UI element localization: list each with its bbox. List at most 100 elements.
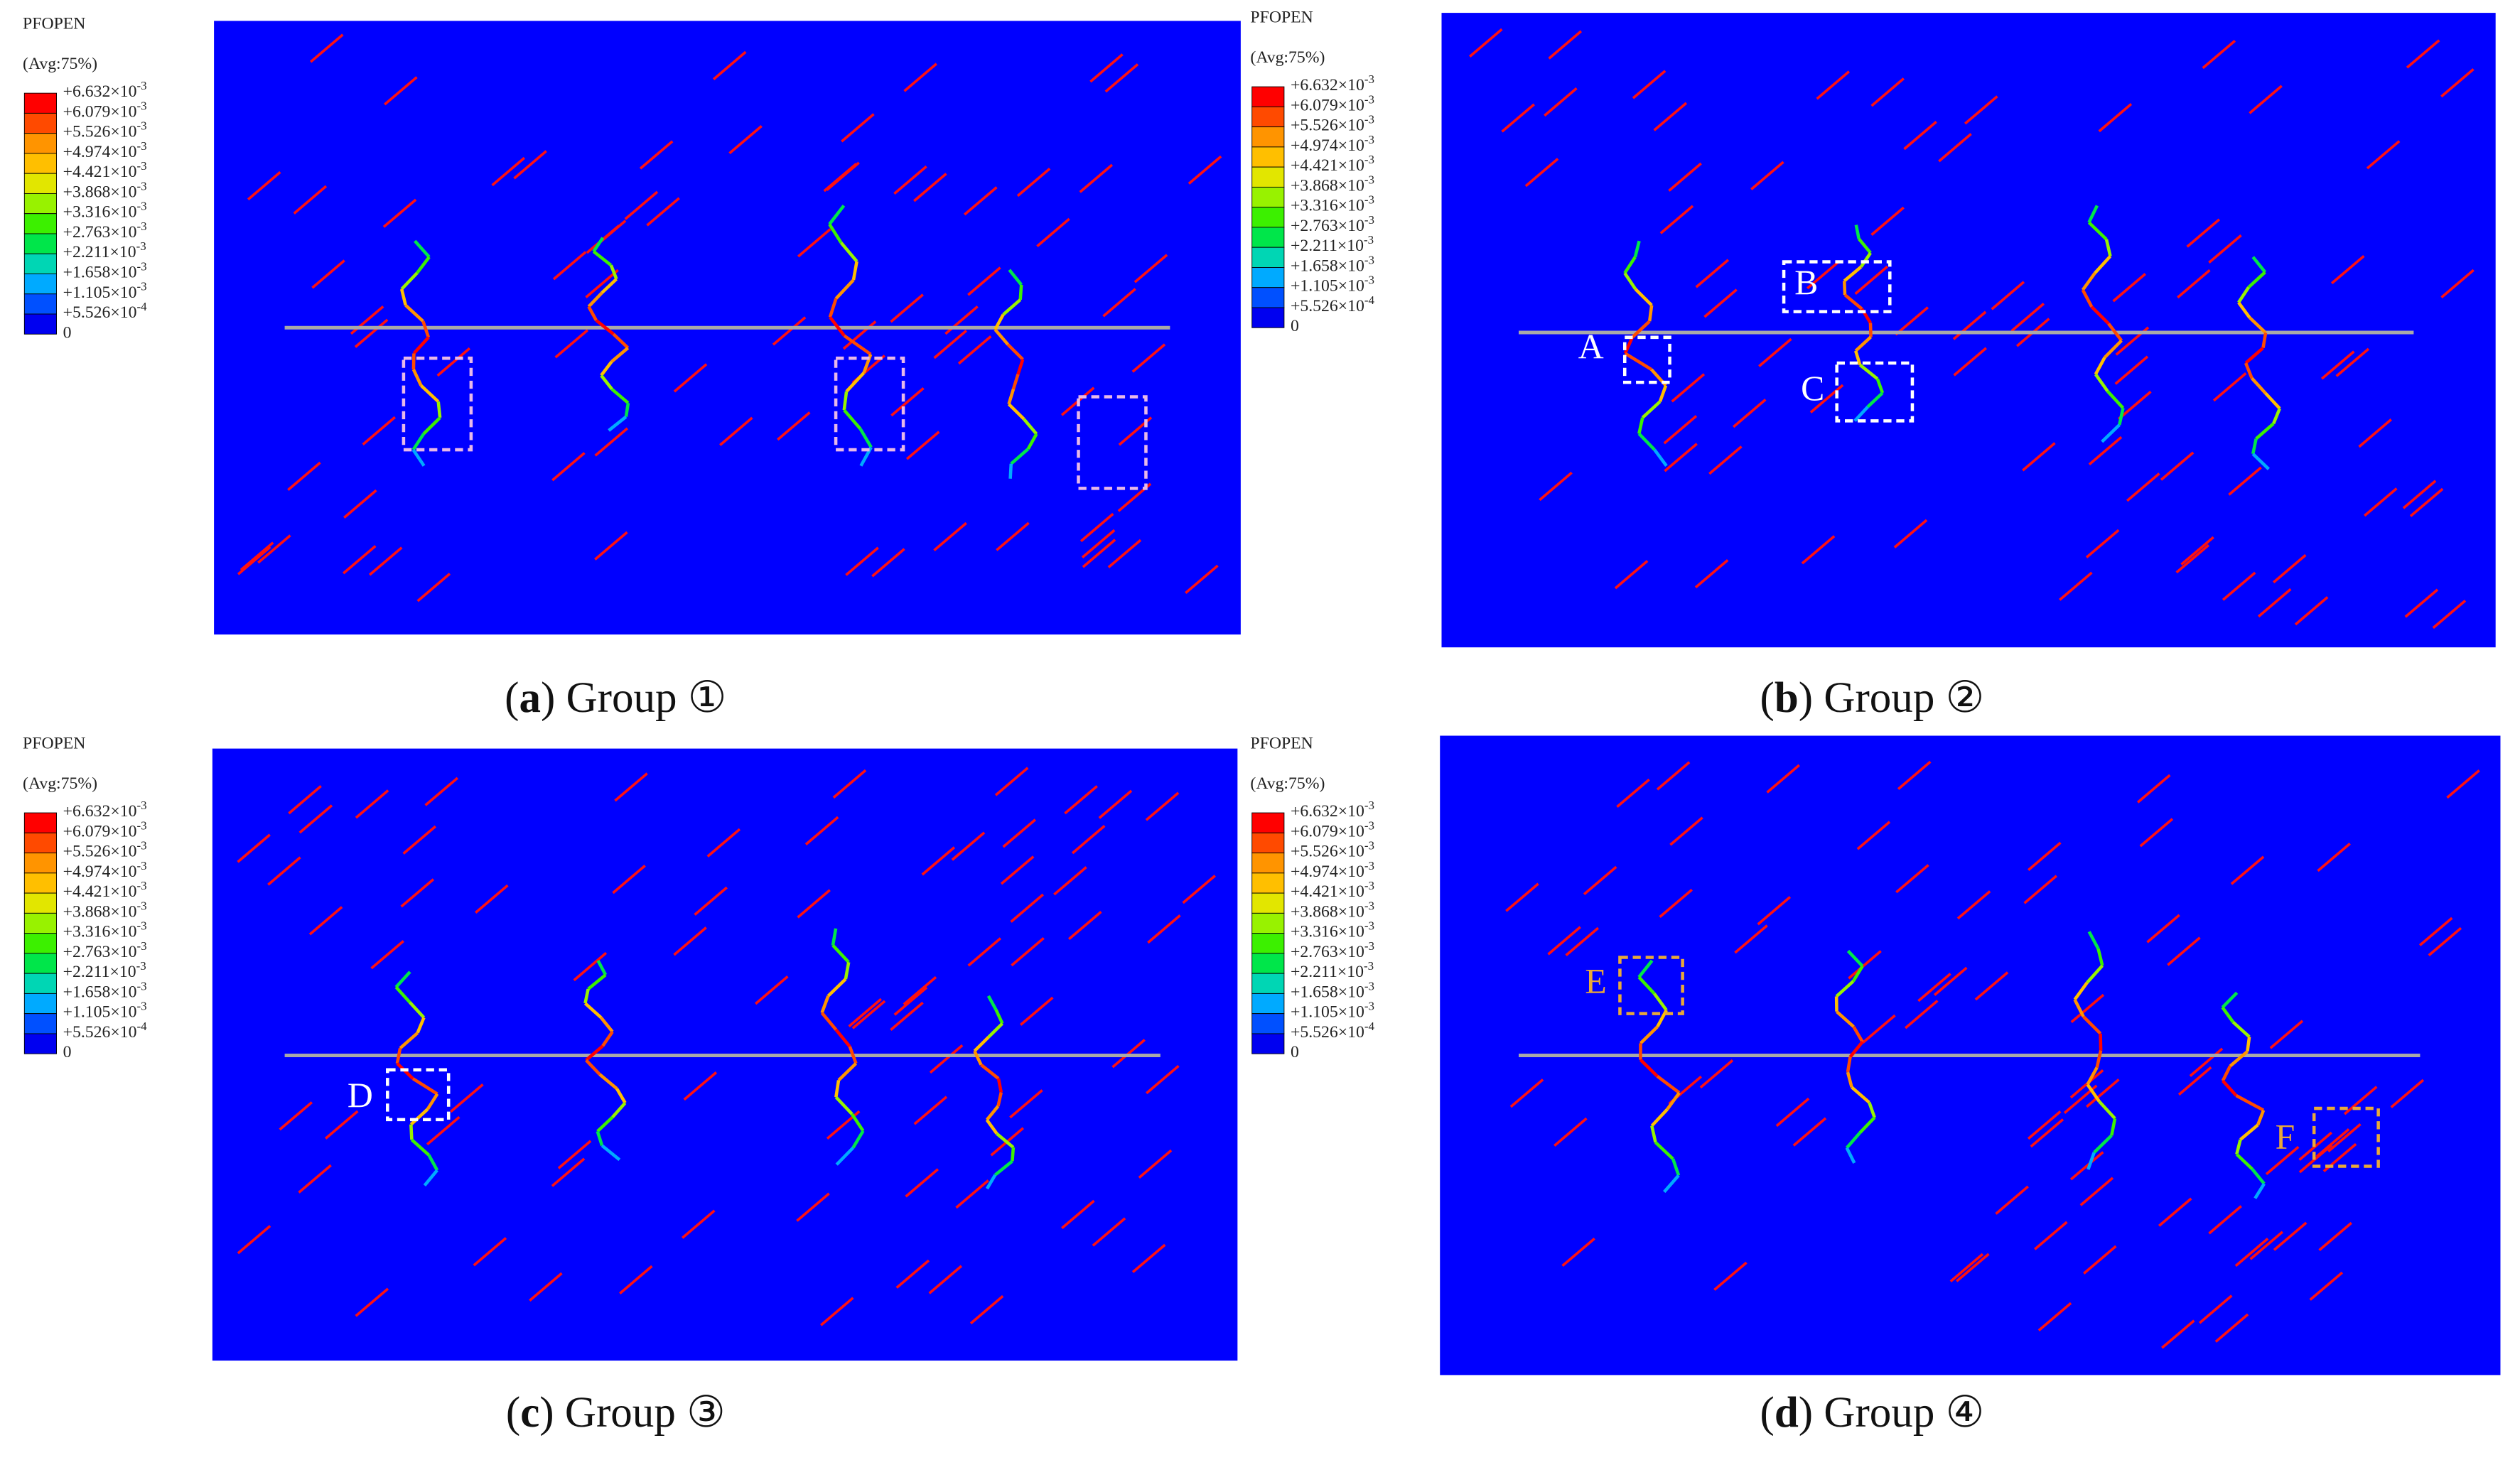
crack-segment [1637,975,1656,995]
legend-label-exp: -3 [1364,879,1374,892]
joint [2088,436,2123,466]
joint [1079,163,1114,193]
crack-segment [1639,1058,1659,1078]
joint [1713,1261,1748,1291]
joint [1016,167,1051,198]
crack-segment [595,319,615,336]
crack-segment [1852,1025,1864,1043]
joint [619,1265,653,1294]
crack-segment [851,261,858,281]
crack-segment [834,1096,854,1115]
crack-segment [1658,384,1668,403]
joint [2390,1079,2425,1108]
legend-label: +3.868×10-3 [63,179,147,202]
legend-label-base: +1.105×10 [1291,277,1364,296]
joint [967,266,1001,296]
legend-label: +3.316×10-3 [1291,193,1374,216]
crack-segment [427,1154,439,1172]
crack-segment [608,415,628,432]
joint [848,998,883,1027]
joint [382,198,417,228]
joint [1134,254,1168,283]
legend-label-exp: -3 [1364,193,1374,207]
legend-label-base: +4.974×10 [1291,863,1364,881]
legend-label: +4.421×10-3 [1291,879,1374,902]
joint [1806,260,1841,290]
joint [355,789,389,819]
crack-segment [1653,993,1668,1012]
crack-segment [2235,1153,2254,1170]
crack-segment [394,985,411,1004]
joint [293,185,328,215]
joint [2030,1118,2064,1148]
crack-segment [411,1077,438,1096]
crack-segment [2231,1020,2251,1038]
legend-label-exp: -3 [1364,92,1374,106]
joint [2230,855,2265,885]
legend-label: +3.868×10-3 [1291,173,1374,195]
legend-label-exp: -4 [1364,293,1375,307]
legend-label: +1.658×10-3 [63,979,147,1002]
joint [416,573,451,602]
joint [2086,1078,2120,1108]
crack-segment [996,1091,1003,1107]
legend-label-exp: -4 [137,1020,148,1033]
legend-label-exp: -3 [1364,959,1374,973]
crack-segment [2104,339,2123,359]
joint [614,772,648,802]
crack-segment [862,353,873,374]
joint [1561,1237,1595,1267]
legend-label-exp: -3 [1364,799,1374,812]
joint [1147,914,1181,944]
joint [2366,140,2401,170]
legend-swatch [23,153,57,174]
joint [951,831,986,861]
joint [1089,53,1124,83]
crack-segment [2221,1065,2232,1082]
legend-label-exp: -3 [1364,979,1374,993]
joint [913,173,947,202]
joint [2418,917,2453,946]
joint [309,33,344,63]
crack-segment [1848,1040,1864,1059]
crack-segment [2244,362,2254,379]
joint [1663,415,1698,445]
crack-segment [1653,448,1668,467]
crack-segment [2094,373,2109,392]
joint [2446,769,2480,799]
crack-segment [835,1146,855,1166]
legend-label-base: 0 [1291,1044,1299,1062]
joint [237,833,271,863]
legend-swatch [23,892,57,914]
legend-label-exp: -3 [1364,939,1374,953]
legend-label-base: +6.632×10 [63,83,137,102]
caption-suffix: ) Group ④ [1799,1389,1985,1437]
crack-segment [2093,1134,2113,1154]
joint [450,1083,484,1113]
crack-segment [2090,306,2110,325]
legend-label: +5.526×10-3 [63,838,147,861]
legend-label-exp: -4 [137,300,148,313]
joint [2440,269,2475,298]
joint [1991,281,2025,310]
joint [2023,875,2057,904]
crack-segment [1671,1158,1681,1177]
crack-segment [2235,1139,2242,1155]
joint [1964,95,1998,125]
crack-segment [2249,316,2267,334]
joint [426,1115,461,1146]
joint [1036,217,1070,247]
crack-segment [994,328,1009,346]
legend-swatch [1251,247,1285,268]
legend-swatch [1251,307,1285,328]
joint [362,416,397,445]
joint [368,546,403,576]
joint [2139,818,2174,848]
crack-segment [1007,403,1025,421]
joint [890,1001,924,1032]
legend-label: +1.658×10-3 [63,259,147,282]
legend-label: +6.079×10-3 [1291,818,1374,841]
joint [491,156,526,187]
joint [1854,265,1889,295]
legend-label-base: +4.974×10 [63,143,137,161]
